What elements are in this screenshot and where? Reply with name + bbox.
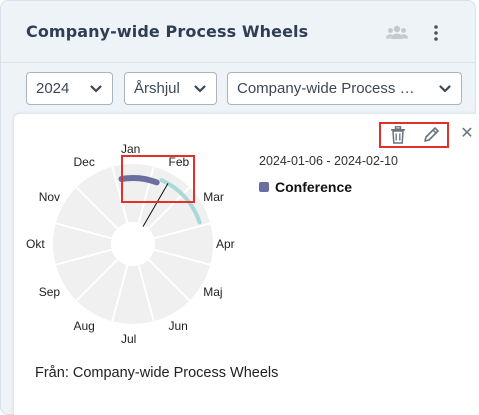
event-arc-secondary — [159, 178, 202, 225]
month-divider — [55, 248, 113, 266]
wheel-name-select[interactable]: Company-wide Process Wheels — [227, 72, 462, 105]
month-divider — [111, 264, 129, 322]
wheel-ring — [53, 164, 213, 324]
chevron-down-icon — [90, 85, 102, 93]
month-label-jan: Jan — [121, 142, 141, 156]
month-label-nov: Nov — [38, 189, 61, 204]
event-pointer-line — [142, 183, 169, 227]
month-divider — [137, 166, 155, 224]
month-divider — [137, 264, 155, 322]
pencil-icon[interactable] — [420, 124, 442, 146]
month-label-feb: Feb — [168, 154, 190, 169]
trash-icon[interactable] — [387, 124, 409, 146]
month-label-maj: Maj — [203, 284, 223, 299]
chevron-down-icon — [439, 85, 451, 93]
month-label-dec: Dec — [73, 154, 95, 169]
month-divider — [153, 222, 211, 240]
chevron-down-icon — [194, 85, 206, 93]
legend-swatch — [259, 182, 269, 192]
close-icon[interactable]: ✕ — [460, 125, 474, 142]
people-icon[interactable] — [385, 21, 409, 45]
event-date-range: 2024-01-06 - 2024-02-10 — [259, 154, 398, 168]
month-label-jun: Jun — [168, 319, 188, 334]
legend-item: Conference — [259, 179, 352, 195]
month-divider — [75, 186, 119, 230]
event-arc-conference — [118, 175, 160, 186]
wheel-type-select[interactable]: Årshjul — [124, 72, 217, 105]
month-divider — [55, 222, 113, 240]
month-label-apr: Apr — [216, 237, 235, 251]
more-vertical-icon[interactable] — [424, 21, 448, 45]
card-header: Company-wide Process Wheels — [1, 1, 475, 63]
source-text: Från: Company-wide Process Wheels — [35, 365, 279, 381]
year-select[interactable]: 2024 — [26, 72, 113, 105]
month-divider — [111, 166, 129, 224]
month-divider — [153, 248, 211, 266]
wheel-hub — [111, 222, 155, 266]
month-label-mar: Mar — [203, 189, 224, 204]
month-divider — [147, 258, 191, 302]
card-title: Company-wide Process Wheels — [26, 22, 309, 41]
month-label-okt: Okt — [26, 237, 45, 251]
legend-label: Conference — [275, 179, 353, 195]
month-label-sep: Sep — [38, 284, 61, 299]
month-label-aug: Aug — [73, 319, 95, 334]
month-label-jul: Jul — [121, 332, 137, 346]
month-divider — [75, 258, 119, 302]
